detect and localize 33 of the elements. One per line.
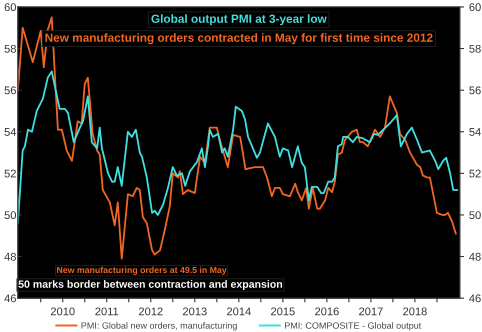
annotation: 50 marks border between contraction and expansion bbox=[18, 280, 282, 290]
x-tick-label: 2010 bbox=[50, 307, 75, 316]
text: New manufacturing orders contracted in May for first time since 2012 bbox=[45, 33, 433, 44]
x-tick-label: 2013 bbox=[183, 307, 207, 316]
x-tick-label: 2011 bbox=[95, 307, 118, 316]
x-tick-label: 2012 bbox=[138, 307, 163, 316]
y2-tick-label: 48 bbox=[469, 252, 481, 261]
y-tick-label: 56 bbox=[4, 86, 16, 94]
y2-tick-label: 56 bbox=[469, 86, 481, 94]
x-tick-label: 2015 bbox=[271, 307, 295, 316]
y2-tick-label: 52 bbox=[469, 170, 481, 178]
y2-tick-label: 46 bbox=[469, 294, 481, 302]
line-series bbox=[18, 16, 457, 260]
line-series bbox=[18, 70, 458, 224]
y-tick-label: 52 bbox=[4, 170, 16, 178]
y-tick-label: 46 bbox=[4, 294, 16, 302]
y-tick-label: 50 bbox=[4, 211, 16, 220]
legend-label: PMI: Global new orders, manufacturing bbox=[82, 322, 237, 331]
y2-tick-label: 50 bbox=[469, 211, 481, 220]
y2-tick-label: 60 bbox=[469, 3, 481, 12]
y-tick-label: 58 bbox=[4, 44, 16, 53]
x-tick-label: 2017 bbox=[359, 307, 383, 316]
annotation: New manufacturing orders at 49.5 in May bbox=[57, 266, 227, 275]
x-tick-label: 2018 bbox=[403, 307, 427, 316]
text: Global output PMI at 3-year low bbox=[151, 14, 327, 26]
y-tick-label: 54 bbox=[4, 128, 16, 136]
y-tick-label: 48 bbox=[4, 252, 16, 261]
y2-tick-label: 58 bbox=[469, 44, 481, 53]
y-tick-label: 60 bbox=[4, 3, 16, 12]
legend-label: PMI: COMPOSITE - Global output bbox=[285, 322, 422, 331]
y2-tick-label: 54 bbox=[469, 128, 481, 136]
x-tick-label: 2016 bbox=[315, 307, 339, 316]
x-tick-label: 2014 bbox=[227, 307, 251, 316]
